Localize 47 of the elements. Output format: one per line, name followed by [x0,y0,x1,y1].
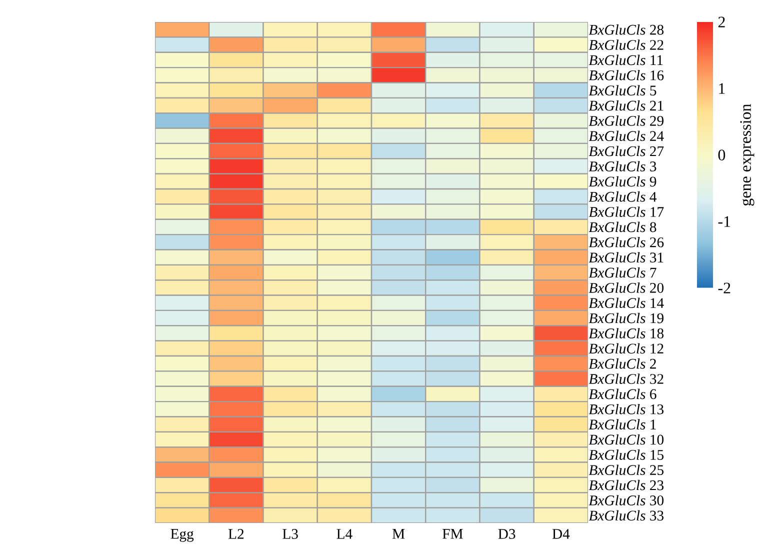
color-bar-label: 1 [719,83,725,94]
y-tick-label: BxGluCls 4 [588,191,657,202]
y-tick-label: BxGluCls 28 [588,24,664,35]
y-tick-label: BxGluCls 27 [588,146,664,156]
x-tick-label: L3 [282,529,298,539]
x-tick-label: D4 [552,529,570,539]
y-tick-label: BxGluCls 25 [588,464,664,476]
y-tick-label: BxGluCls 17 [588,206,664,217]
y-tick-label: BxGluCls 19 [588,312,664,324]
y-tick-label: BxGluCls 5 [588,85,656,96]
y-tick-label: BxGluCls 29 [588,116,664,126]
x-tick-label: L2 [228,529,244,539]
y-tick-label: BxGluCls 26 [588,236,664,248]
x-tick-label: D3 [498,529,516,539]
x-tick-label: FM [442,529,463,539]
y-tick-label: BxGluCls 3 [588,161,656,172]
y-tick-label: BxGluCls 7 [588,267,656,278]
y-tick-label: BxGluCls 23 [588,480,664,490]
y-tick-label: BxGluCls 24 [588,130,664,142]
x-tick-label: Egg [170,529,194,542]
color-bar-title: gene expression [740,104,754,206]
y-tick-label: BxGluCls 21 [588,100,664,111]
y-tick-label: BxGluCls 8 [588,222,656,232]
y-tick-label: BxGluCls 2 [588,358,656,369]
y-tick-label: BxGluCls 30 [588,495,664,506]
y-tick-label: BxGluCls 13 [588,404,664,414]
y-tick-label: BxGluCls 12 [588,343,664,354]
y-tick-label: BxGluCls 18 [588,328,664,338]
y-tick-label: BxGluCls 20 [588,282,664,293]
y-tick-label: BxGluCls 32 [588,374,664,384]
y-tick-label: BxGluCls 16 [588,70,664,80]
y-tick-label: BxGluCls 11 [588,54,663,66]
y-tick-label: BxGluCls 6 [588,388,656,400]
color-bar-label: -1 [718,216,730,227]
y-tick-label: BxGluCls 10 [588,434,664,445]
y-tick-label: BxGluCls 1 [588,419,656,430]
y-tick-label: BxGluCls 9 [588,176,656,187]
x-tick-label: M [392,529,405,539]
y-tick-label: BxGluCls 14 [588,298,664,308]
y-tick-label: BxGluCls 15 [588,450,664,460]
color-bar-label: 0 [718,150,726,160]
y-tick-label: BxGluCls 22 [588,40,664,50]
color-bar-label: -2 [718,282,730,294]
y-tick-label: BxGluCls 31 [588,252,664,262]
color-bar-label: 2 [718,16,725,28]
y-tick-label: BxGluCls 33 [588,510,664,521]
x-tick-label: L4 [336,529,352,539]
